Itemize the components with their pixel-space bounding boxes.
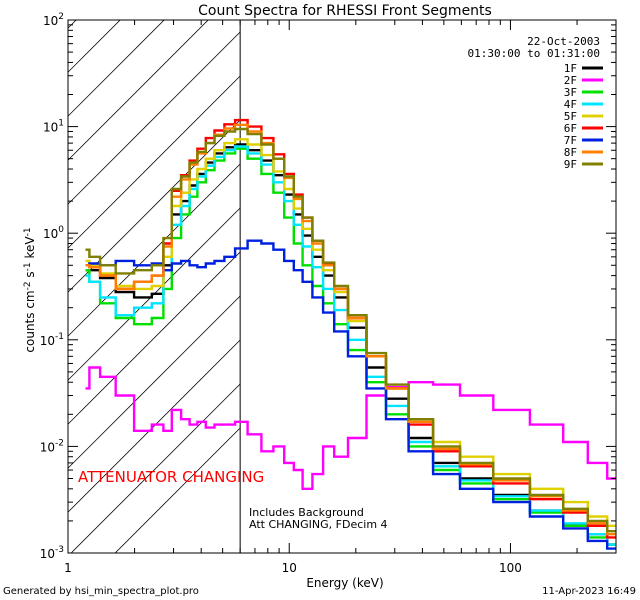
chart-title: Count Spectra for RHESSI Front Segments — [198, 3, 492, 19]
hatch-line — [68, 20, 209, 161]
date-label: 22-Oct-2003 — [527, 35, 600, 48]
series-line-2F — [85, 366, 616, 490]
legend-label-7F: 7F — [564, 134, 577, 147]
series-layer — [85, 118, 616, 550]
hatch-line — [68, 251, 241, 425]
hatch-line — [68, 20, 165, 117]
hatch-line — [70, 383, 241, 553]
hatch-line — [68, 75, 241, 249]
hatch-line — [68, 163, 241, 337]
attenuator-hatch-region — [68, 20, 241, 553]
y-tick-label: 100 — [43, 225, 64, 241]
y-tick-label: 102 — [43, 12, 64, 28]
x-axis-label: Energy (keV) — [306, 576, 383, 590]
y-tick-label: 10-2 — [40, 438, 64, 454]
hatch-line — [68, 20, 121, 73]
generated-by-label: Generated by hsi_min_spectra_plot.pro — [3, 586, 199, 597]
y-tick-label: 10-1 — [40, 332, 64, 348]
plot-frame — [67, 19, 617, 554]
timestamp-label: 11-Apr-2023 16:49 — [542, 586, 636, 597]
legend-label-5F: 5F — [564, 110, 577, 123]
note-background: Includes Background — [249, 506, 364, 519]
legend-label-4F: 4F — [564, 98, 577, 111]
legend-label-9F: 9F — [564, 158, 577, 171]
y-tick-label: 101 — [43, 119, 64, 135]
legend-label-8F: 8F — [564, 146, 577, 159]
y-axis-label: counts cm-2 s-1 keV-1 — [23, 227, 37, 352]
hatch-line — [68, 339, 241, 513]
series-line-7F — [85, 239, 616, 550]
hatch-line — [68, 295, 241, 469]
x-tick-label: 100 — [499, 561, 522, 575]
legend-label-3F: 3F — [564, 86, 577, 99]
info-block: 22-Oct-2003 01:30:00 to 01:31:00 — [468, 35, 600, 60]
legend-label-2F: 2F — [564, 74, 577, 87]
axes: 1 10 100 10-3 10-2 10-1 100 101 102 — [40, 12, 617, 575]
legend-label-1F: 1F — [564, 62, 577, 75]
y-tick-label: 10-3 — [40, 545, 64, 561]
attenuator-label: ATTENUATOR CHANGING — [78, 468, 264, 486]
note-attenuator: Att CHANGING, FDecim 4 — [249, 518, 388, 531]
x-tick-label: 10 — [282, 561, 297, 575]
x-tick-label: 1 — [64, 561, 72, 575]
hatch-line — [68, 31, 241, 205]
hatch-line — [114, 427, 241, 553]
series-line-9F — [85, 127, 616, 533]
legend-label-6F: 6F — [564, 122, 577, 135]
time-range-label: 01:30:00 to 01:31:00 — [468, 47, 600, 60]
